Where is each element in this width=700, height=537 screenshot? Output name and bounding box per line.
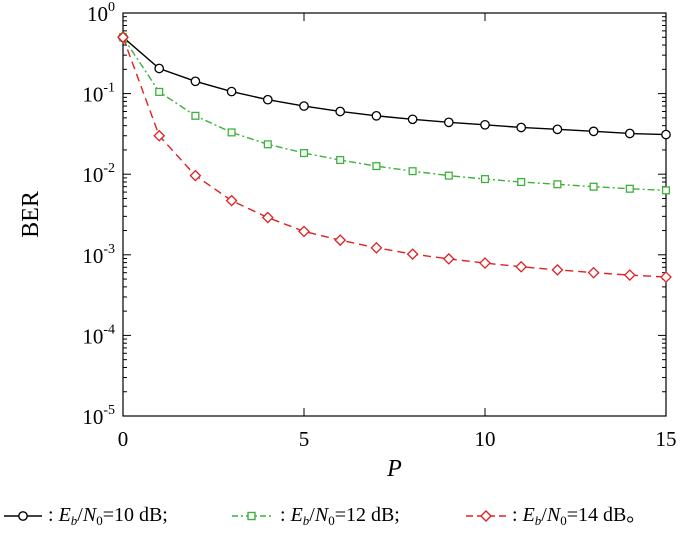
data-point-square: [517, 177, 526, 187]
chart-legend: : Eb/N0=10 dB; : Eb/N0=12 dB; : Eb/N0=14…: [0, 496, 700, 536]
data-point-diamond: [442, 252, 455, 265]
data-point-diamond: [189, 169, 202, 182]
data-point-square: [408, 167, 417, 176]
x-axis-title: P: [386, 456, 402, 482]
legend-label-2: : Eb/N0=12 dB;: [280, 504, 400, 528]
data-point-circle: [335, 106, 346, 117]
ber-chart: 100 10-1 10-2 10-3 10-4 10-50 5 10 15 P BER: [18, 0, 677, 482]
legend-line-diamond: [466, 510, 506, 522]
data-point-square: [155, 87, 164, 96]
x-tick-label: 15: [656, 427, 677, 451]
y-tick-label: 10-5: [82, 403, 115, 429]
x-tick-label: 0: [118, 427, 129, 451]
data-point-circle: [552, 124, 563, 135]
series-line-1: [122, 36, 667, 136]
data-point-circle: [480, 119, 490, 130]
data-point-diamond: [623, 269, 636, 282]
data-point-circle: [262, 94, 273, 105]
data-point-circle: [588, 126, 599, 137]
y-tick-label: 10-1: [82, 81, 115, 107]
legend-label-3: : Eb/N0=14 dB。: [512, 504, 647, 528]
data-point-circle: [154, 63, 165, 74]
data-point-circle: [624, 128, 635, 139]
series-line-2: [122, 36, 667, 192]
data-point-diamond: [117, 31, 129, 44]
x-tick-label: 5: [299, 427, 310, 451]
data-point-diamond: [370, 241, 383, 254]
plot-frame: [122, 12, 667, 417]
data-point-circle: [661, 129, 671, 140]
data-point-circle: [226, 86, 237, 97]
data-point-diamond: [225, 194, 238, 207]
data-point-square: [372, 162, 381, 171]
data-point-diamond: [551, 263, 564, 276]
data-point-circle: [190, 76, 201, 87]
data-point-diamond: [298, 225, 310, 238]
y-tick-label: 10-4: [82, 322, 115, 348]
data-point-circle: [443, 117, 454, 128]
legend-line-circle: [4, 511, 42, 521]
data-point-circle: [516, 122, 527, 133]
series-line-3: [122, 37, 667, 278]
data-point-diamond: [587, 266, 600, 279]
y-tick-label: 100: [87, 0, 115, 26]
data-point-square: [661, 186, 671, 195]
data-point-square: [444, 171, 453, 180]
data-point-square: [191, 111, 200, 120]
data-point-circle: [407, 114, 418, 125]
data-point-diamond: [334, 234, 347, 247]
data-point-diamond: [153, 129, 166, 142]
y-tick-label: 10-3: [82, 242, 115, 268]
data-point-square: [263, 140, 272, 149]
data-point-diamond: [479, 257, 491, 269]
legend-label-1: : Eb/N0=10 dB;: [48, 504, 168, 528]
data-point-square: [480, 175, 490, 184]
data-point-square: [589, 182, 598, 191]
data-point-diamond: [515, 260, 528, 273]
data-point-diamond: [660, 271, 672, 283]
data-point-square: [625, 184, 634, 193]
data-point-circle: [299, 101, 309, 111]
y-tick-label: 10-2: [82, 161, 115, 187]
data-point-square: [336, 155, 345, 165]
legend-line-square: [232, 511, 272, 521]
x-tick-label: 10: [475, 427, 496, 451]
data-point-square: [227, 128, 236, 137]
data-point-square: [299, 148, 309, 158]
data-point-circle: [371, 110, 382, 121]
data-point-diamond: [261, 211, 274, 224]
data-point-diamond: [406, 248, 419, 261]
data-point-square: [553, 180, 562, 189]
y-axis-title: BER: [18, 191, 44, 238]
